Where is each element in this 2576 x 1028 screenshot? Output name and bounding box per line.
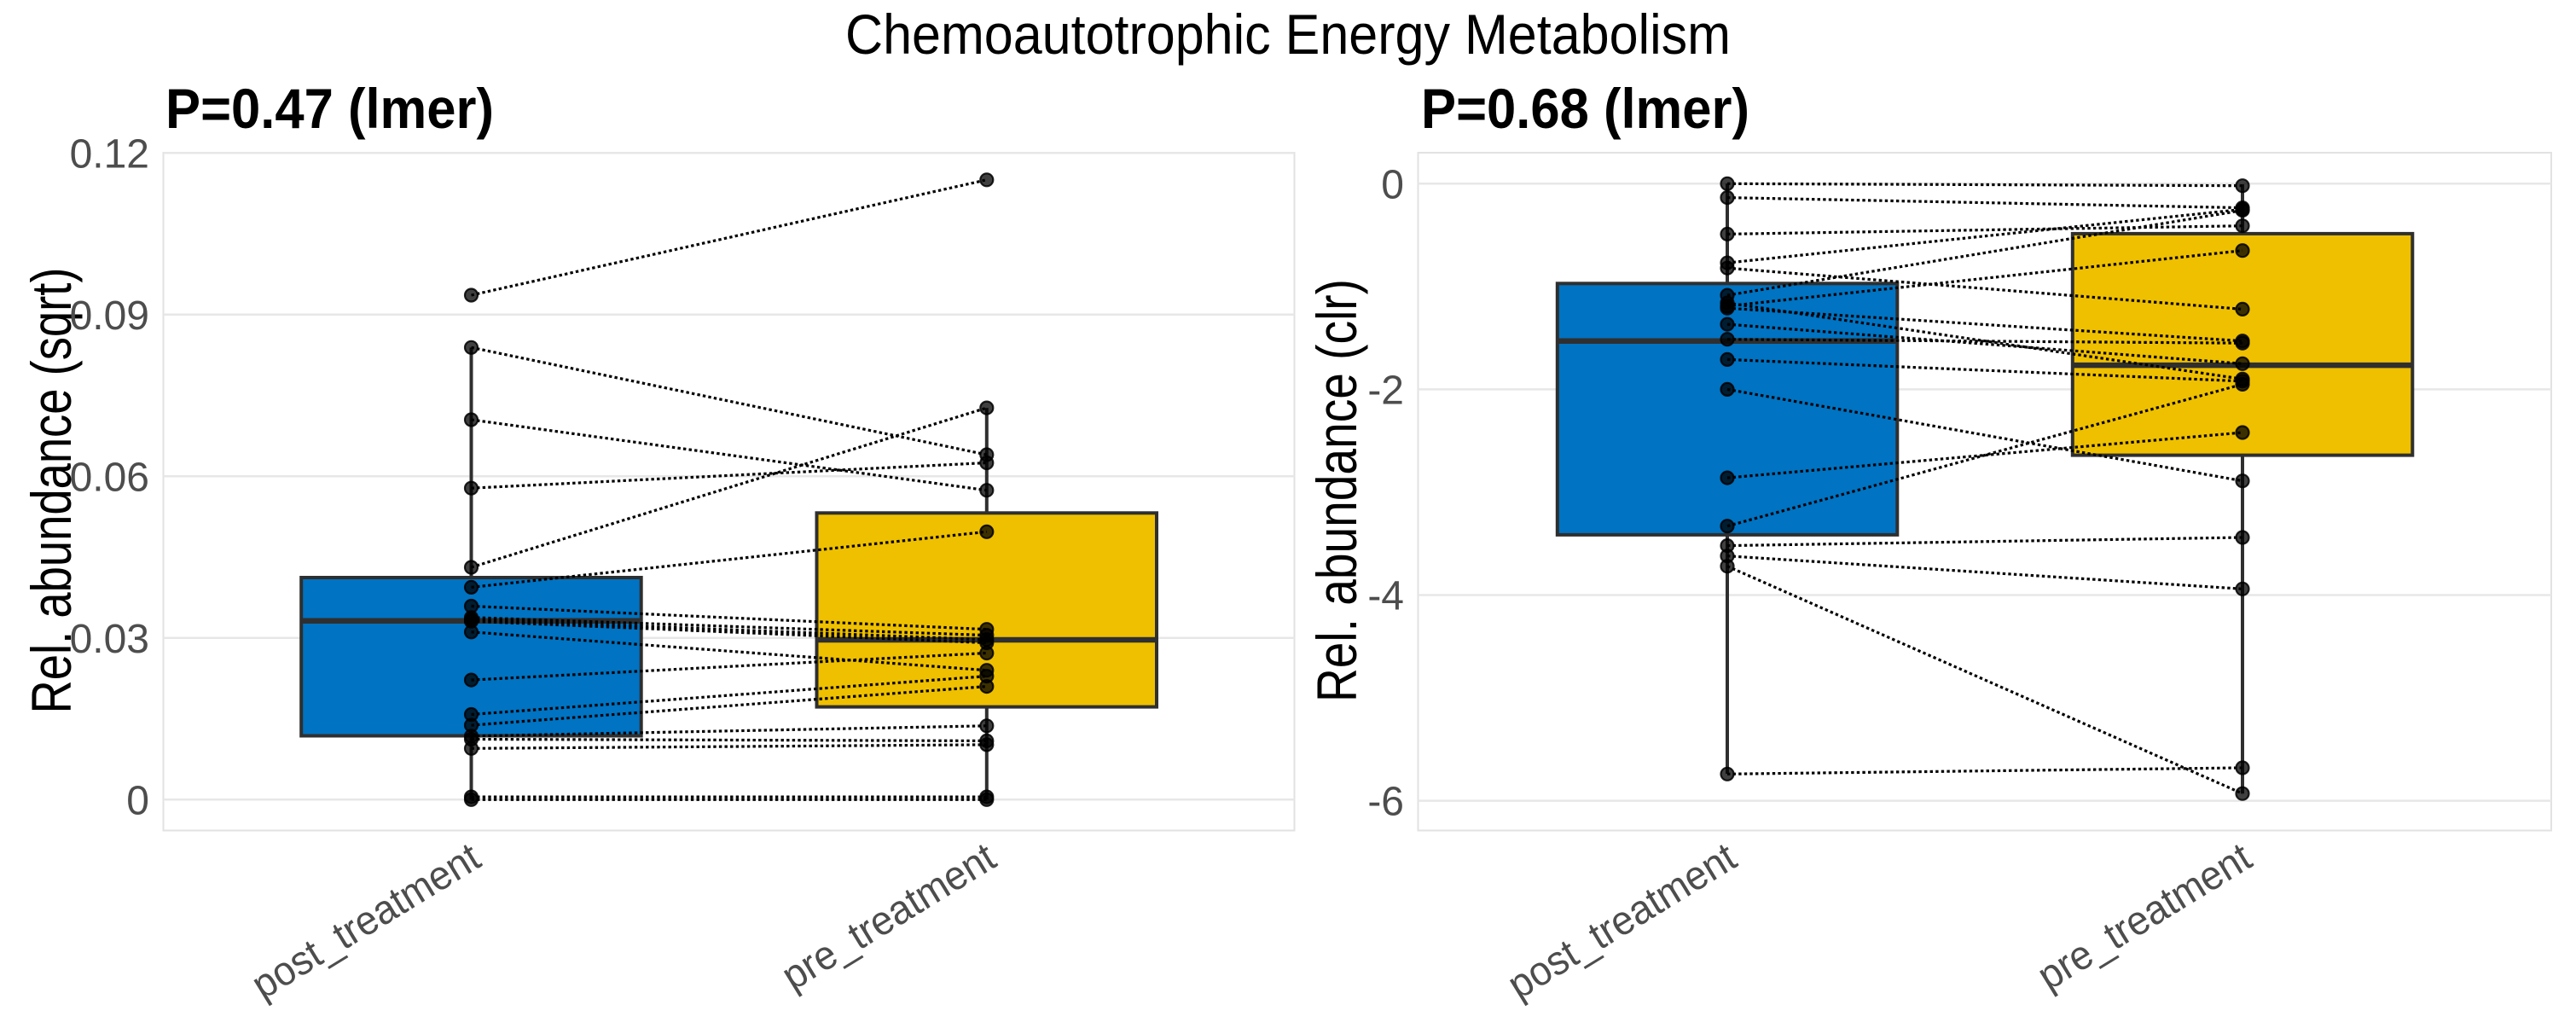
svg-text:0.12: 0.12 [70, 131, 149, 177]
svg-text:-2: -2 [1367, 368, 1404, 413]
svg-text:P=0.47 (lmer): P=0.47 (lmer) [165, 77, 494, 140]
svg-text:Chemoautotrophic Energy Metabo: Chemoautotrophic Energy Metabolism [845, 3, 1731, 66]
svg-text:0.09: 0.09 [70, 293, 149, 339]
svg-text:P=0.68 (lmer): P=0.68 (lmer) [1421, 77, 1749, 140]
svg-text:Rel. abundance (sqrt): Rel. abundance (sqrt) [20, 268, 83, 714]
svg-text:Rel. abundance (clr): Rel. abundance (clr) [1305, 279, 1368, 702]
svg-text:0.03: 0.03 [70, 617, 149, 662]
svg-text:0: 0 [126, 778, 149, 823]
svg-text:0: 0 [1381, 162, 1404, 207]
svg-text:-4: -4 [1367, 574, 1404, 619]
svg-text:0.06: 0.06 [70, 455, 149, 500]
svg-text:-6: -6 [1367, 780, 1404, 825]
